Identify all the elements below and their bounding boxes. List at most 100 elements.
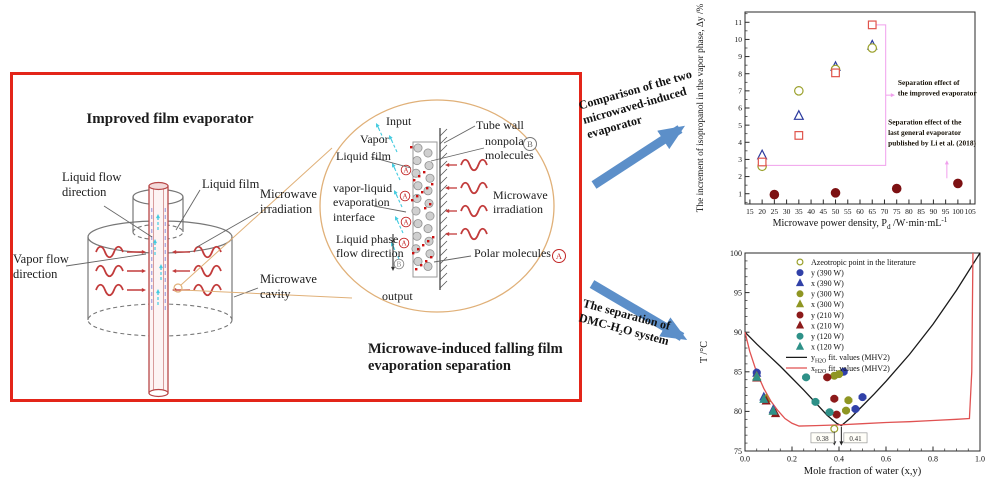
- svg-text:105: 105: [964, 207, 976, 216]
- svg-text:60: 60: [856, 207, 864, 216]
- svg-text:70: 70: [881, 207, 889, 216]
- svg-text:x (390 W): x (390 W): [811, 279, 844, 288]
- svg-text:55: 55: [844, 207, 852, 216]
- svg-text:1: 1: [738, 189, 742, 198]
- nonpolar-molecule-icon: B: [523, 137, 537, 151]
- svg-text:95: 95: [942, 207, 950, 216]
- svg-text:1.0: 1.0: [975, 455, 985, 464]
- svg-text:x (210 W): x (210 W): [811, 321, 844, 330]
- svg-text:0.2: 0.2: [787, 455, 797, 464]
- svg-text:9: 9: [738, 52, 742, 61]
- svg-text:65: 65: [868, 207, 876, 216]
- microwave-irradiation-label: Microwave irradiation: [260, 187, 317, 216]
- svg-text:B: B: [397, 261, 402, 269]
- svg-text:20: 20: [758, 207, 766, 216]
- svg-text:Mole fraction of water (x,y): Mole fraction of water (x,y): [804, 466, 922, 477]
- svg-text:Azeotropic point in the litera: Azeotropic point in the literature: [811, 258, 916, 267]
- inset-microwave-waves: [445, 158, 488, 241]
- svg-text:100: 100: [952, 207, 964, 216]
- svg-text:5: 5: [738, 121, 742, 130]
- left-panel-caption: Microwave-induced falling film evaporati…: [368, 341, 563, 375]
- svg-text:0.0: 0.0: [740, 455, 750, 464]
- svg-text:10: 10: [735, 35, 743, 44]
- svg-text:A: A: [401, 240, 406, 248]
- svg-text:The increment of isopropanol i: The increment of isopropanol in the vapo…: [695, 4, 706, 213]
- inset-diagram: A A A A B: [319, 99, 555, 313]
- inset-interface-label: vapor-liquid evaporation interface: [333, 181, 393, 224]
- inset-polar-label: Polar molecules: [474, 246, 551, 260]
- svg-text:4: 4: [738, 138, 742, 147]
- svg-text:y (300 W): y (300 W): [811, 290, 844, 299]
- svg-text:15: 15: [746, 207, 754, 216]
- comparison-arrow: [591, 125, 686, 189]
- svg-text:A: A: [403, 219, 408, 227]
- svg-text:x (300 W): x (300 W): [811, 300, 844, 309]
- svg-text:90: 90: [734, 328, 742, 337]
- svg-text:35: 35: [795, 207, 803, 216]
- svg-text:30: 30: [783, 207, 791, 216]
- inset-liquid-film-label: Liquid film: [336, 149, 391, 163]
- vapor-arrows: [152, 214, 164, 305]
- inset-vapor-arrows: [376, 123, 404, 260]
- separation-arrow: [589, 280, 688, 341]
- svg-text:0.6: 0.6: [881, 455, 891, 464]
- svg-text:x (120 W): x (120 W): [811, 343, 844, 352]
- polar-molecule-icon: A: [552, 249, 566, 263]
- inset-nonpolar-label: nonpolar molecules: [485, 134, 534, 163]
- svg-text:Microwave power density, Pd /W: Microwave power density, Pd /W·min·mL-1: [773, 216, 948, 231]
- microwave-waves: [95, 245, 222, 297]
- molecules: [410, 143, 435, 271]
- svg-text:50: 50: [832, 207, 840, 216]
- inset-vapor-label: Vapor: [360, 132, 389, 146]
- svg-text:xH2O fit. values (MHV2): xH2O fit. values (MHV2): [811, 364, 890, 375]
- svg-text:0.4: 0.4: [834, 455, 844, 464]
- svg-text:A: A: [403, 167, 408, 175]
- svg-text:2: 2: [738, 172, 742, 181]
- svg-text:y (390 W): y (390 W): [811, 268, 844, 277]
- svg-text:0.8: 0.8: [928, 455, 938, 464]
- svg-text:0.38: 0.38: [816, 435, 829, 443]
- svg-text:7: 7: [738, 86, 742, 95]
- magnifier-connector: [173, 147, 353, 299]
- inset-liquid-phase-label: Liquid phase flow direction: [336, 232, 404, 261]
- svg-text:90: 90: [930, 207, 938, 216]
- inset-pointer-lines: [370, 125, 485, 263]
- top-chart: 15 20 25 30 35 40 45 50 55 60 65 70 75 80 85 90 95 100 105…: [695, 4, 977, 231]
- svg-text:8: 8: [738, 69, 742, 78]
- svg-text:yH2O fit. values (MHV2): yH2O fit. values (MHV2): [811, 353, 890, 364]
- svg-text:T /°C: T /°C: [699, 341, 710, 363]
- inset-microwave-irradiation-label: Microwave irradiation: [493, 188, 548, 217]
- svg-text:11: 11: [735, 18, 742, 27]
- liquid-film-label: Liquid film: [202, 177, 260, 191]
- svg-text:85: 85: [734, 368, 742, 377]
- svg-text:80: 80: [734, 407, 742, 416]
- svg-text:80: 80: [905, 207, 913, 216]
- svg-text:40: 40: [807, 207, 815, 216]
- svg-text:85: 85: [917, 207, 925, 216]
- svg-text:45: 45: [820, 207, 828, 216]
- vapor-flow-direction-label: Vapor flow direction: [13, 252, 69, 281]
- inset-tube-wall-label: Tube wall: [476, 118, 524, 132]
- svg-text:0.41: 0.41: [849, 435, 862, 443]
- svg-text:y (120 W): y (120 W): [811, 332, 844, 341]
- svg-text:A: A: [402, 193, 407, 201]
- inset-output-label: output: [382, 289, 413, 303]
- svg-text:100: 100: [730, 249, 742, 258]
- inset-flow-arrow: [390, 234, 396, 271]
- bottom-chart: 0.0 0.2 0.4 0.6 0.8 1.0 75 80 85 90 95 100 Mole frac…: [699, 249, 985, 477]
- inset-input-label: Input: [386, 114, 412, 128]
- svg-text:75: 75: [734, 447, 742, 456]
- svg-text:3: 3: [738, 155, 742, 164]
- svg-text:25: 25: [771, 207, 779, 216]
- evaporator-drawing: [87, 181, 233, 398]
- microwave-cavity-label: Microwave cavity: [260, 272, 317, 301]
- liquid-flow-direction-label: Liquid flow direction: [62, 170, 122, 199]
- label-pointer-lines: [65, 189, 259, 298]
- svg-text:75: 75: [893, 207, 901, 216]
- svg-text:95: 95: [734, 288, 742, 297]
- left-panel-title: Improved film evaporator: [86, 111, 254, 127]
